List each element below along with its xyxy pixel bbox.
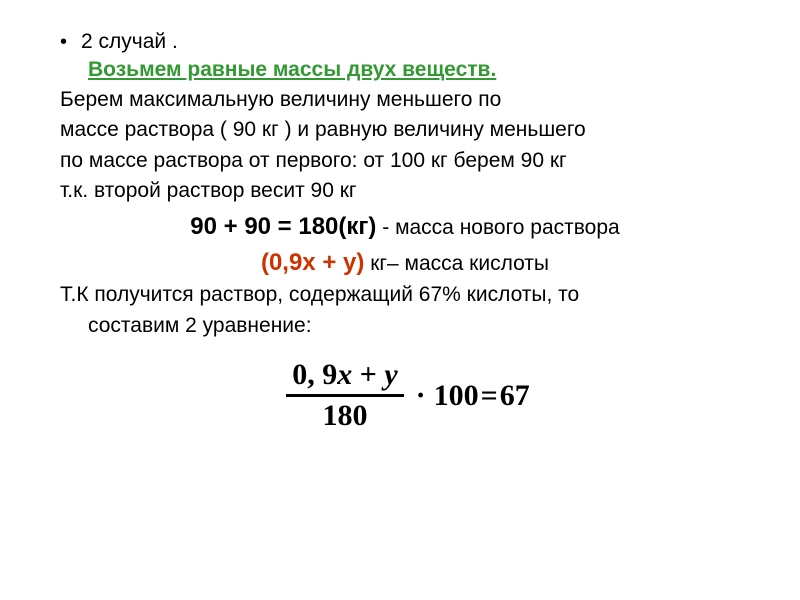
num-plus: + — [352, 358, 384, 391]
mass-sum-rest: - масса нового раствора — [376, 216, 619, 239]
equation-mass-sum: 90 + 90 = 180(кг) - масса нового раствор… — [60, 213, 750, 241]
paragraph-line-3: по массе раствора от первого: от 100 кг … — [60, 147, 750, 175]
conclusion-line-1: Т.К получится раствор, содержащий 67% ки… — [60, 281, 750, 309]
conclusion-line-2: составим 2 уравнение: — [88, 312, 750, 340]
case-label: 2 случай . — [81, 30, 178, 54]
main-formula: 0, 9x + y 180 · 100 = 67 — [60, 358, 750, 433]
paragraph-line-4: т.к. второй раствор весит 90 кг — [60, 177, 750, 205]
mass-sum-bold: 90 + 90 = 180(кг) — [190, 213, 376, 240]
slide-content: • 2 случай . Возьмем равные массы двух в… — [0, 0, 800, 453]
paragraph-line-1: Берем максимальную величину меньшего по — [60, 86, 750, 114]
num-var-y: y — [384, 358, 397, 391]
equation-acid-mass: (0,9х + у) кг– масса кислоты — [60, 249, 750, 277]
acid-mass-expr: (0,9х + у) — [261, 249, 364, 276]
fraction-denominator: 180 — [316, 397, 373, 433]
num-var-x: x — [337, 358, 352, 391]
heading: Возьмем равные массы двух веществ. — [88, 58, 750, 82]
formula-expression: 0, 9x + y 180 · 100 = 67 — [280, 358, 530, 433]
mult-100: 100 — [434, 379, 479, 413]
mult-dot: · — [416, 379, 426, 413]
rhs-value: 67 — [500, 379, 530, 413]
paragraph-line-2: массе раствора ( 90 кг ) и равную величи… — [60, 116, 750, 144]
bullet-line: • 2 случай . — [60, 30, 750, 54]
fraction-numerator: 0, 9x + y — [286, 358, 403, 397]
acid-mass-rest: кг– масса кислоты — [364, 252, 549, 275]
num-coeff: 0, 9 — [292, 358, 337, 391]
fraction: 0, 9x + y 180 — [286, 358, 403, 433]
equals-sign: = — [481, 379, 498, 413]
bullet-icon: • — [60, 32, 67, 52]
